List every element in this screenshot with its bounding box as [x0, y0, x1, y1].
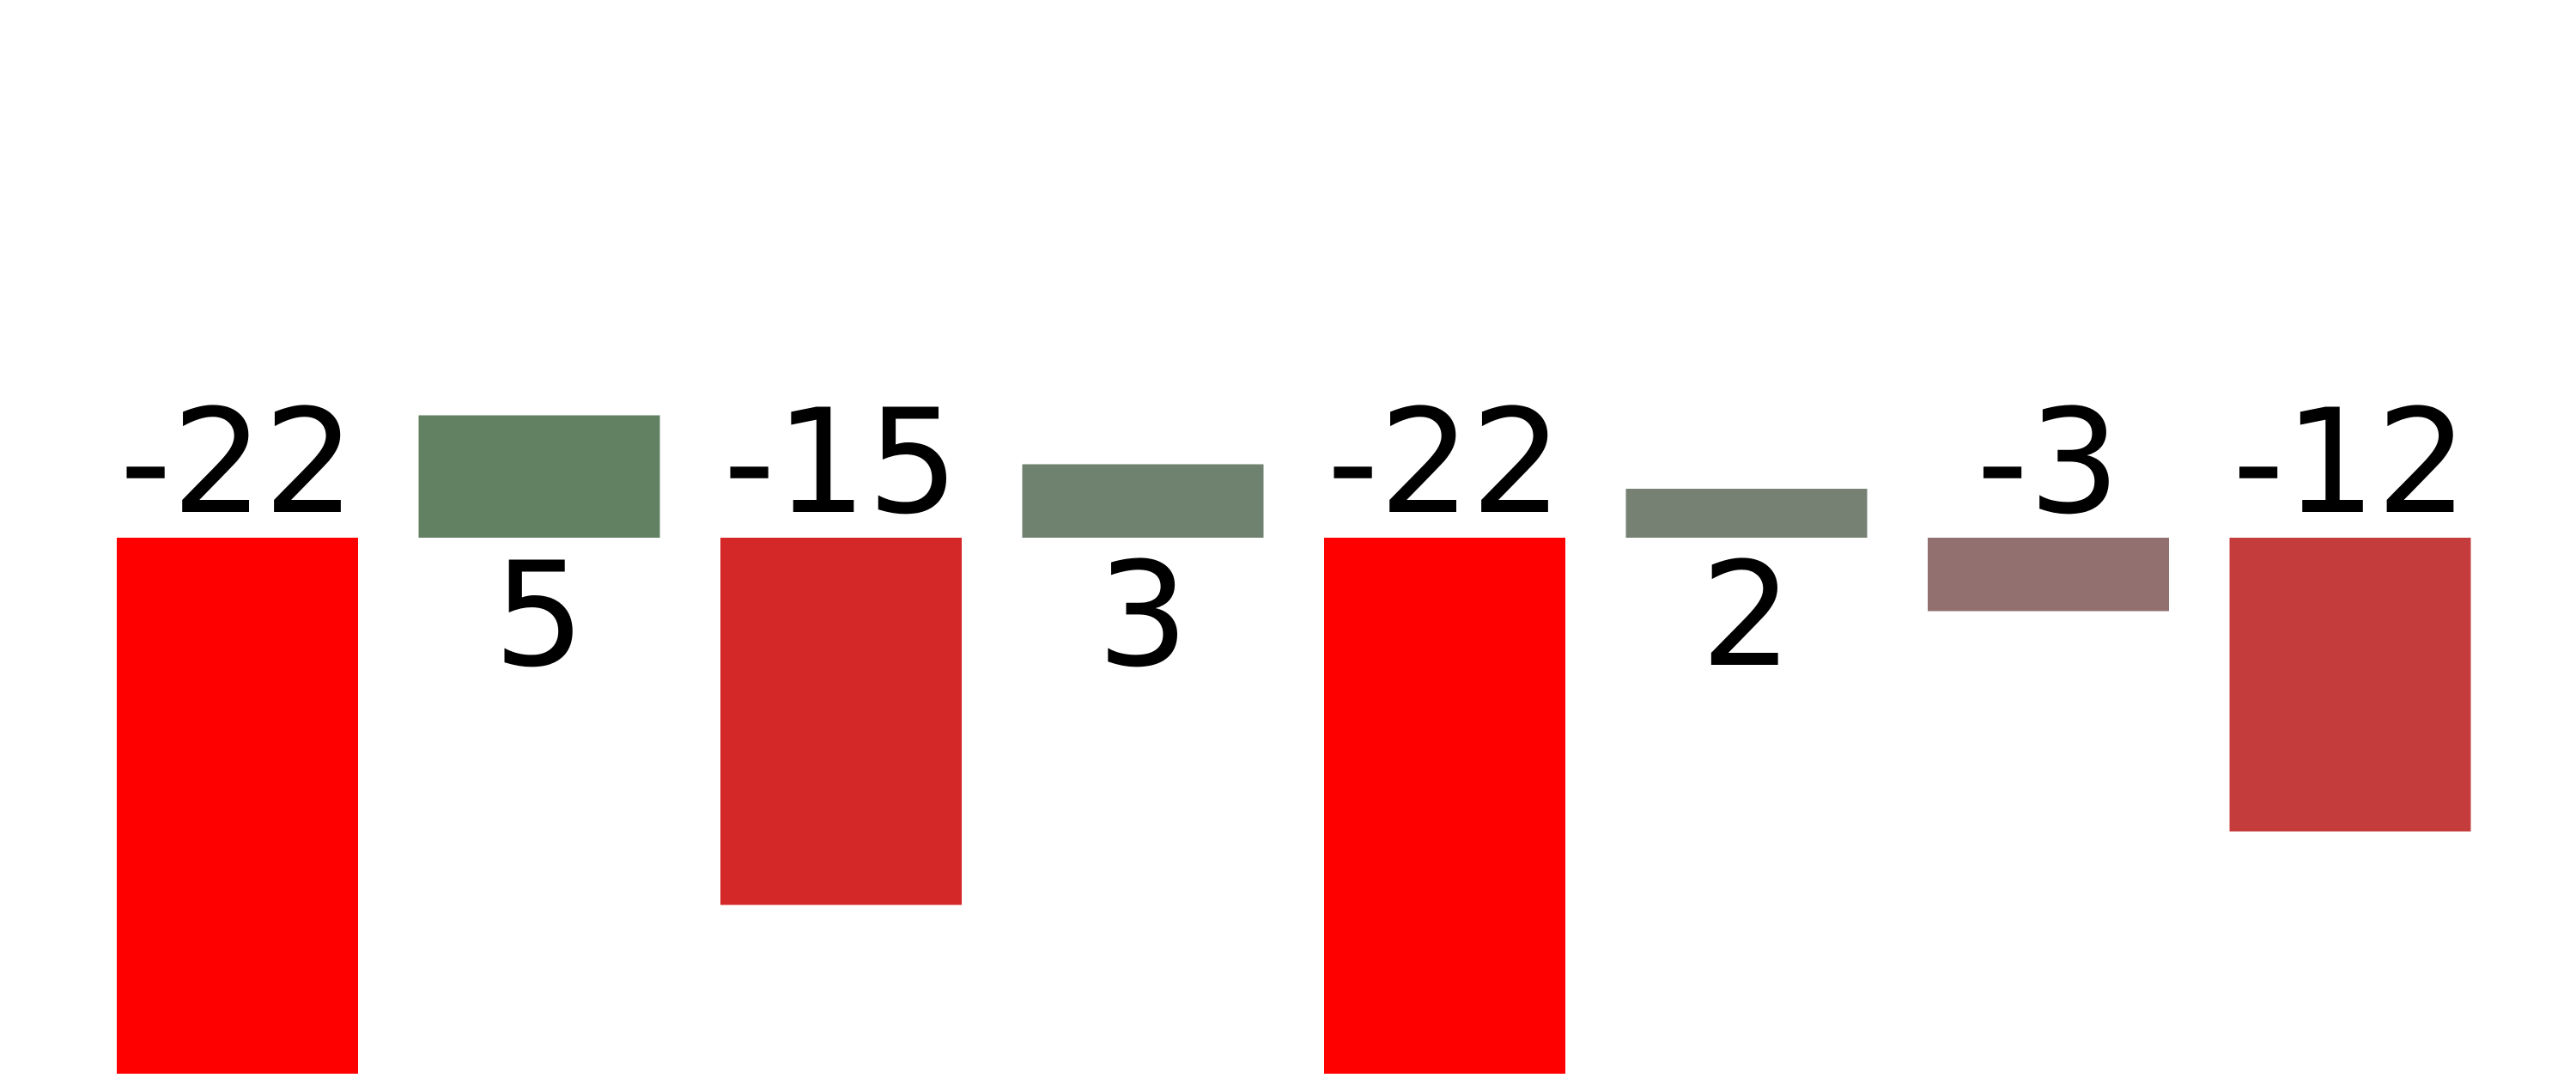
- bar-group: [117, 415, 2471, 1076]
- value-label-group: -22 5 -15 3 -22 2 -3 -12: [119, 378, 2468, 699]
- bar-value-label-8: -12: [2233, 378, 2468, 546]
- bar-6: [1625, 489, 1868, 538]
- bar-value-label-6: 2: [1701, 531, 1793, 699]
- bar-value-label-1: -22: [119, 378, 355, 546]
- bar-3: [720, 538, 962, 905]
- bar-4: [1022, 464, 1264, 538]
- bar-value-label-7: -3: [1977, 378, 2121, 546]
- bar-8: [2229, 538, 2471, 831]
- bar-value-label-2: 5: [494, 531, 586, 699]
- bar-value-label-4: 3: [1097, 531, 1189, 699]
- bar-7: [1928, 538, 2169, 612]
- bar-2: [418, 415, 660, 538]
- bar-value-label-3: -15: [723, 378, 958, 546]
- bar-1: [117, 538, 358, 1076]
- bar-value-label-5: -22: [1327, 378, 1562, 546]
- bar-5: [1324, 538, 1565, 1076]
